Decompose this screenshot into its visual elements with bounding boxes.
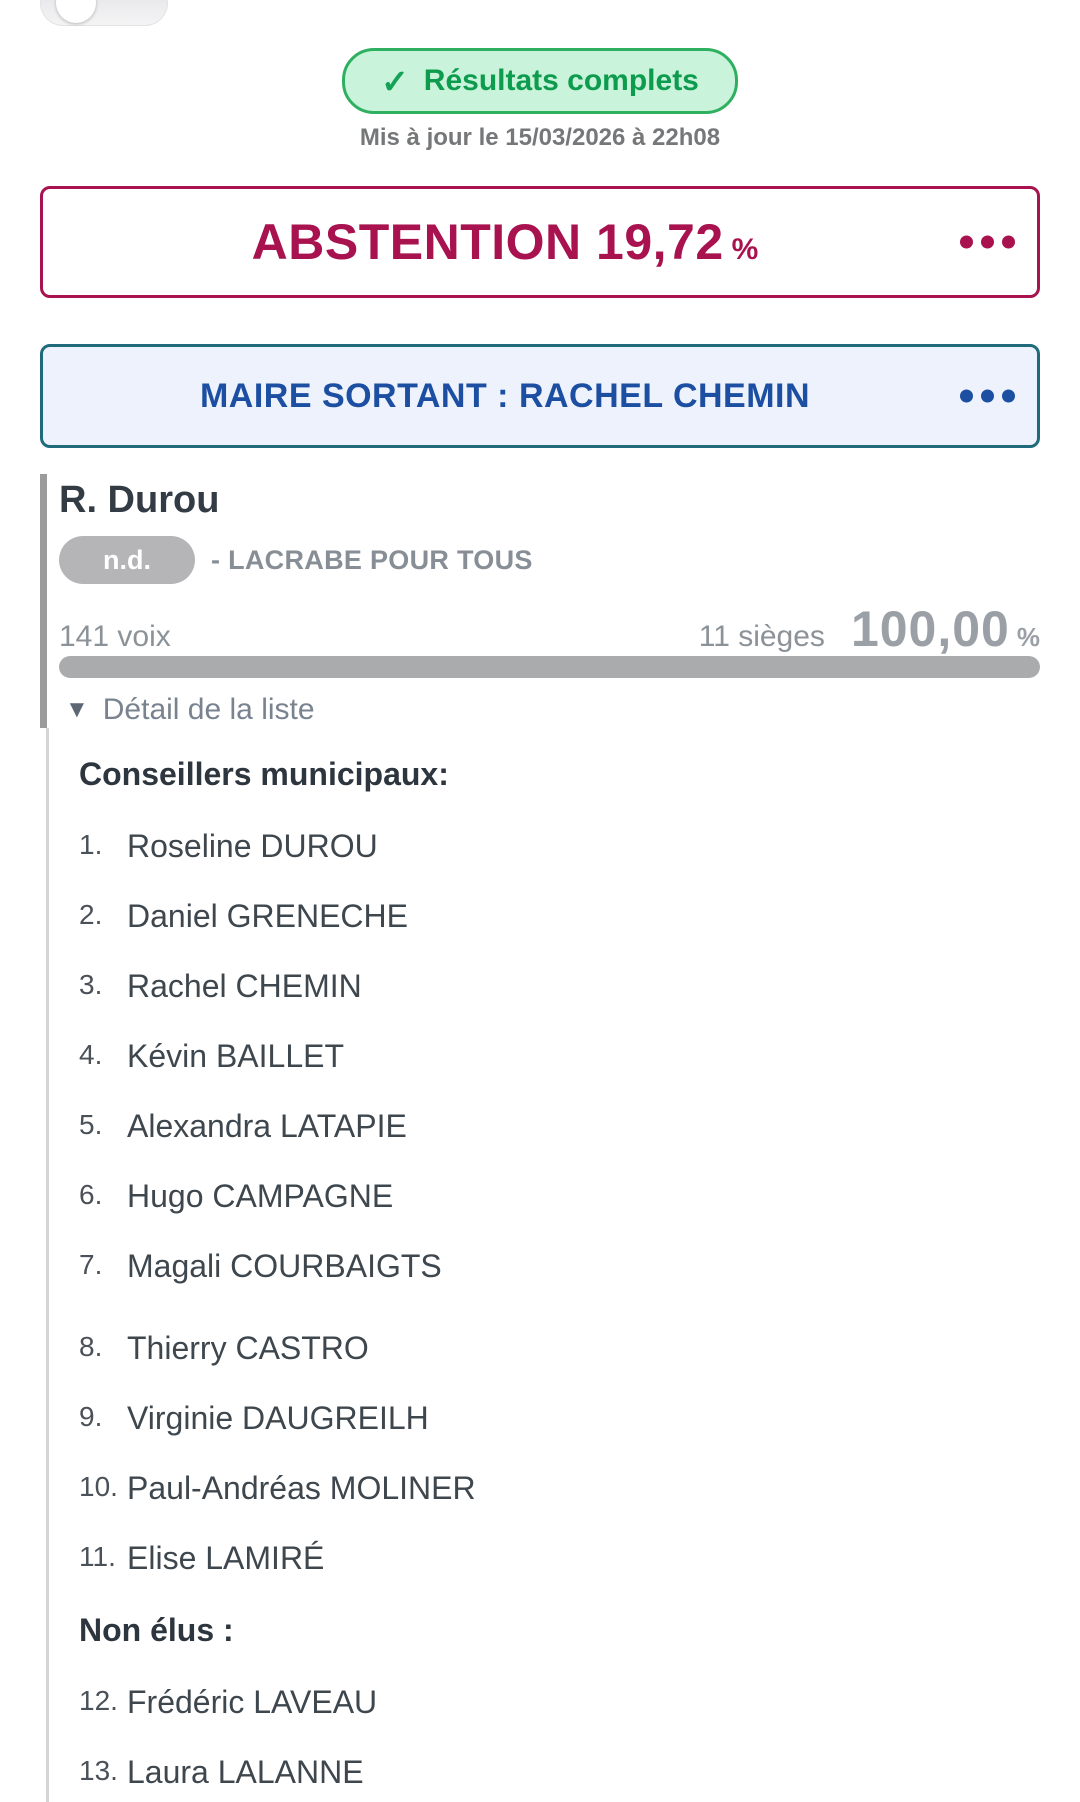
member-name: Rachel CHEMIN [127,968,362,1004]
list-item: 13. Laura LALANNE [79,1754,1080,1790]
member-rank: 1. [79,829,103,860]
member-rank: 10. [79,1471,118,1502]
member-rank: 11. [79,1541,116,1572]
abstention-label: ABSTENTION 19,72 [251,214,724,270]
abstention-percent-sign: % [731,233,759,266]
candidate-result-card: R. Durou n.d. - LACRABE POUR TOUS 141 vo… [40,474,1040,728]
nuance-badge: n.d. [59,536,195,584]
list-item: 9. Virginie DAUGREILH [79,1400,1080,1436]
council-members-list: Conseillers municipaux: 1. Roseline DURO… [46,728,1080,1802]
list-item: 2. Daniel GRENECHE [79,898,1080,934]
outgoing-mayor-label: MAIRE SORTANT : RACHEL CHEMIN [199,376,811,415]
non-elected-members-group: 12. Frédéric LAVEAU 13. Laura LALANNE [79,1684,1080,1790]
status-section: ✓ Résultats complets Mis à jour le 15/03… [0,0,1080,152]
last-updated-text: Mis à jour le 15/03/2026 à 22h08 [359,124,721,151]
member-name: Frédéric LAVEAU [127,1684,378,1720]
member-name: Paul-Andréas MOLINER [127,1470,476,1506]
list-item: 7. Magali COURBAIGTS [79,1248,1080,1284]
list-item: 3. Rachel CHEMIN [79,968,1080,1004]
list-item: 11. Elise LAMIRÉ [79,1540,1080,1576]
toggle-switch[interactable] [40,0,168,26]
member-name: Thierry CASTRO [127,1330,369,1366]
seats-count: 11 sièges [698,620,825,653]
elected-heading: Conseillers municipaux: [79,756,449,792]
member-rank: 3. [79,969,103,1000]
outgoing-mayor-card: MAIRE SORTANT : RACHEL CHEMIN [40,344,1040,448]
list-item: 4. Kévin BAILLET [79,1038,1080,1074]
list-name-label: - LACRABE POUR TOUS [211,544,533,575]
member-name: Elise LAMIRÉ [127,1540,325,1576]
results-complete-badge: ✓ Résultats complets [342,48,738,114]
seats-and-percent: 11 sièges 100,00 % [699,600,1040,658]
results-complete-label: Résultats complets [423,64,699,97]
votes-count: 141 voix [59,620,171,653]
elected-members-group: 1. Roseline DUROU 2. Daniel GRENECHE 3. … [79,828,1080,1576]
vote-percent: 100,00 [850,601,1010,657]
toggle-knob-icon [56,0,96,23]
member-rank: 9. [79,1401,103,1432]
member-rank: 12. [79,1685,118,1716]
list-detail-label: Détail de la liste [102,693,315,726]
abstention-value: 19,72 [596,214,724,270]
member-name: Magali COURBAIGTS [127,1248,442,1284]
abstention-more-options-icon[interactable] [958,230,1017,255]
vote-share-bar-fill [59,656,1040,678]
member-rank: 8. [79,1331,103,1362]
member-name: Roseline DUROU [127,828,378,864]
member-rank: 2. [79,899,103,930]
member-name: Hugo CAMPAGNE [127,1178,394,1214]
candidate-stats-row: 141 voix 11 sièges 100,00 % [59,600,1040,657]
member-rank: 5. [79,1109,103,1140]
list-item: 12. Frédéric LAVEAU [79,1684,1080,1720]
list-item: 8. Thierry CASTRO [79,1330,1080,1366]
nuance-row: n.d. - LACRABE POUR TOUS [59,536,1040,584]
member-name: Kévin BAILLET [127,1038,344,1074]
list-item: 6. Hugo CAMPAGNE [79,1178,1080,1214]
list-item: 1. Roseline DUROU [79,828,1080,864]
list-item: 10. Paul-Andréas MOLINER [79,1470,1080,1506]
member-name: Alexandra LATAPIE [127,1108,407,1144]
member-rank: 13. [79,1755,118,1786]
abstention-line: ABSTENTION 19,72 % [252,213,829,271]
abstention-card: ABSTENTION 19,72 % [40,186,1040,298]
vote-share-bar [59,656,1040,678]
member-name: Daniel GRENECHE [127,898,408,934]
candidate-name: R. Durou [59,479,220,521]
list-detail-toggle[interactable]: ▼ Détail de la liste [59,692,1040,728]
vote-percent-sign: % [1016,622,1040,652]
member-name: Virginie DAUGREILH [127,1400,429,1436]
member-rank: 7. [79,1249,103,1280]
member-rank: 4. [79,1039,103,1070]
check-icon: ✓ [381,62,409,100]
non-elected-heading: Non élus : [79,1612,234,1648]
triangle-down-icon: ▼ [65,696,89,723]
member-rank: 6. [79,1179,103,1210]
mayor-more-options-icon[interactable] [958,384,1017,409]
member-name: Laura LALANNE [127,1754,364,1790]
list-item: 5. Alexandra LATAPIE [79,1108,1080,1144]
